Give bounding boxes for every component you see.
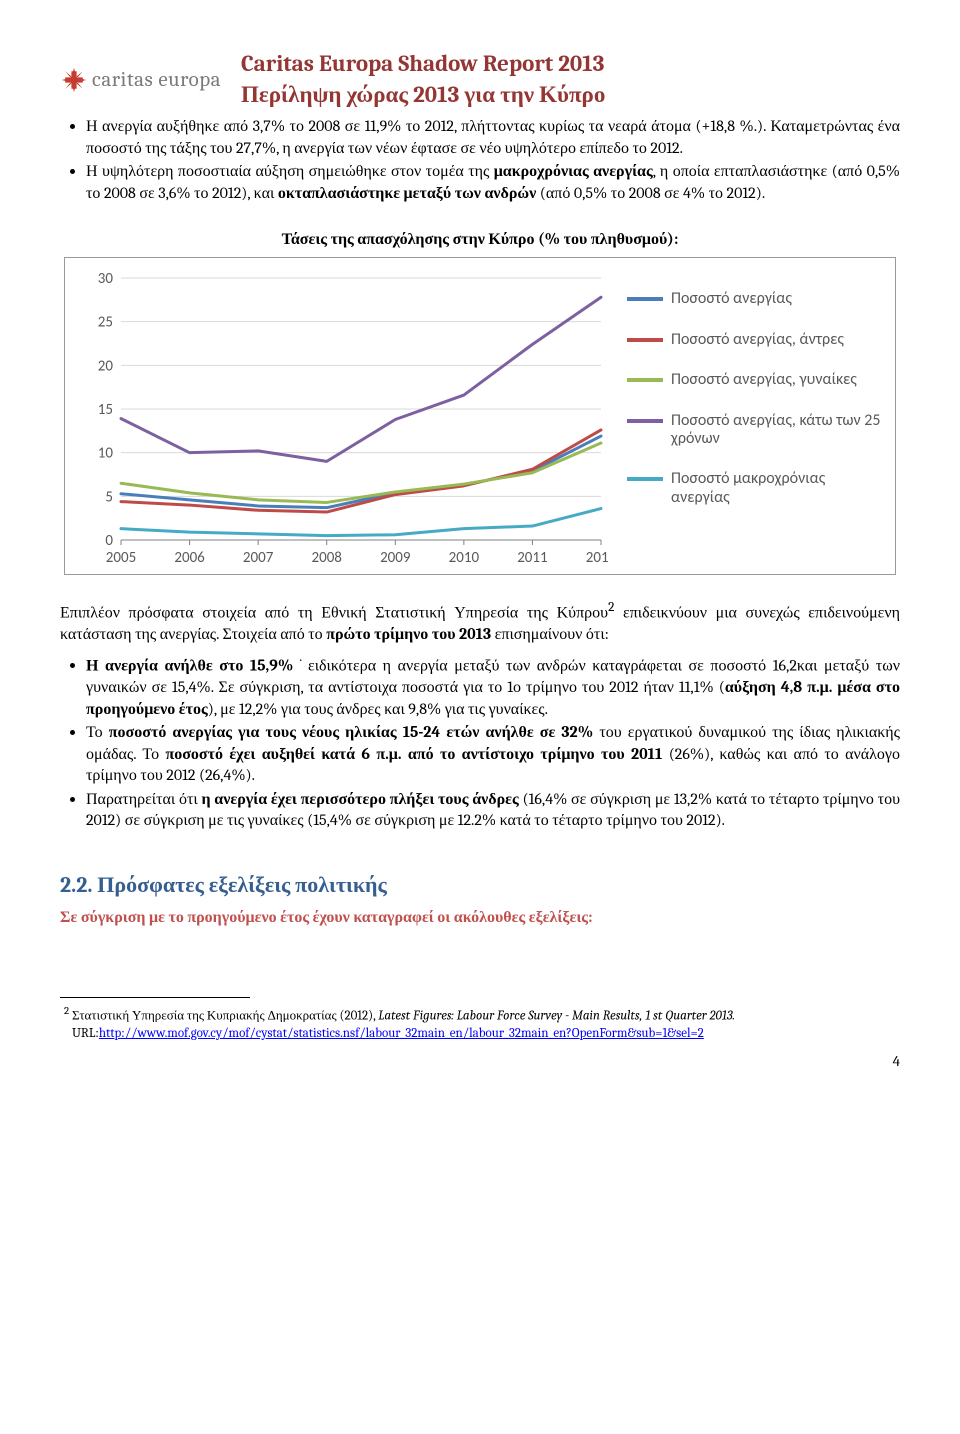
section-subline: Σε σύγκριση με το προηγούμενο έτος έχουν…	[60, 908, 900, 927]
page-header: caritas europa Caritas Europa Shadow Rep…	[60, 48, 900, 110]
caritas-logo-icon	[60, 66, 88, 94]
legend-swatch	[627, 338, 663, 342]
legend-label: Ποσοστό ανεργίας, γυναίκες	[671, 371, 857, 389]
legend-label: Ποσοστό ανεργίας	[671, 290, 792, 308]
svg-text:2008: 2008	[312, 549, 342, 567]
footnote-separator	[60, 997, 250, 998]
svg-text:5: 5	[105, 489, 113, 507]
svg-text:30: 30	[98, 270, 114, 288]
chart-title: Τάσεις της απασχόλησης στην Κύπρο (% του…	[60, 230, 900, 249]
legend-item: Ποσοστό ανεργίας, γυναίκες	[627, 371, 881, 389]
legend-label: Ποσοστό ανεργίας, κάτω των 25 χρόνων	[671, 412, 881, 449]
legend-item: Ποσοστό ανεργίας	[627, 290, 881, 308]
svg-text:20: 20	[98, 358, 114, 376]
svg-text:10: 10	[98, 445, 114, 463]
footnote-url-label: URL:	[72, 1026, 99, 1041]
legend-label: Ποσοστό ανεργίας, άντρες	[671, 331, 844, 349]
list-item: Η ανεργία αυξήθηκε από 3,7% το 2008 σε 1…	[86, 116, 900, 159]
caritas-logo: caritas europa	[60, 66, 221, 94]
legend-swatch	[627, 297, 663, 301]
svg-text:2010: 2010	[449, 549, 480, 567]
svg-text:25: 25	[98, 314, 113, 332]
findings-bullets: Η ανεργία ανήλθε στο 15,9% · ειδικότερα …	[60, 652, 900, 832]
svg-text:2011: 2011	[517, 549, 547, 567]
header-titles: Caritas Europa Shadow Report 2013 Περίλη…	[241, 48, 900, 110]
report-title: Caritas Europa Shadow Report 2013	[241, 48, 900, 79]
section-heading: 2.2. Πρόσφατες εξελίξεις πολιτικής	[60, 872, 900, 898]
list-item: Η ανεργία ανήλθε στο 15,9% · ειδικότερα …	[86, 652, 900, 720]
list-item: Παρατηρείται ότι η ανεργία έχει περισσότ…	[86, 789, 900, 832]
svg-text:0: 0	[105, 532, 113, 550]
footnote-italic: Latest Figures: Labour Force Survey - Ma…	[378, 1008, 735, 1023]
mid-paragraph: Επιπλέον πρόσφατα στοιχεία από τη Εθνική…	[60, 599, 900, 646]
list-item: Το ποσοστό ανεργίας για τους νέους ηλικί…	[86, 722, 900, 787]
chart-legend: Ποσοστό ανεργίας Ποσοστό ανεργίας, άντρες…	[627, 268, 881, 568]
report-subtitle: Περίληψη χώρας 2013 για την Κύπρο	[241, 79, 900, 110]
legend-swatch	[627, 419, 663, 423]
svg-text:2007: 2007	[243, 549, 274, 567]
footnote: 2 Στατιστική Υπηρεσία της Κυπριακής Δημο…	[60, 1004, 900, 1042]
chart-plot-area: 0 5 10 15 20 25 30 2005 2006 2007 2008 2009 2010 2011…	[79, 268, 609, 568]
logo-text: caritas europa	[92, 68, 221, 92]
legend-item: Ποσοστό μακροχρόνιας ανεργίας	[627, 470, 881, 507]
intro-bullets: Η ανεργία αυξήθηκε από 3,7% το 2008 σε 1…	[60, 116, 900, 204]
svg-text:2012: 2012	[586, 549, 609, 567]
legend-swatch	[627, 477, 663, 481]
page-number: 4	[60, 1052, 900, 1070]
svg-text:2006: 2006	[174, 549, 205, 567]
footnote-prefix: Στατιστική Υπηρεσία της Κυπριακής Δημοκρ…	[69, 1008, 378, 1023]
svg-text:2009: 2009	[380, 549, 411, 567]
svg-text:2005: 2005	[106, 549, 136, 567]
employment-trends-chart: 0 5 10 15 20 25 30 2005 2006 2007 2008 2009 2010 2011…	[64, 257, 896, 575]
footnote-link[interactable]: http://www.mof.gov.cy/mof/cystat/statist…	[99, 1026, 704, 1041]
legend-item: Ποσοστό ανεργίας, κάτω των 25 χρόνων	[627, 412, 881, 449]
legend-item: Ποσοστό ανεργίας, άντρες	[627, 331, 881, 349]
legend-label: Ποσοστό μακροχρόνιας ανεργίας	[671, 470, 881, 507]
svg-text:15: 15	[98, 401, 113, 419]
list-item: Η υψηλότερη ποσοστιαία αύξηση σημειώθηκε…	[86, 161, 900, 204]
legend-swatch	[627, 378, 663, 382]
